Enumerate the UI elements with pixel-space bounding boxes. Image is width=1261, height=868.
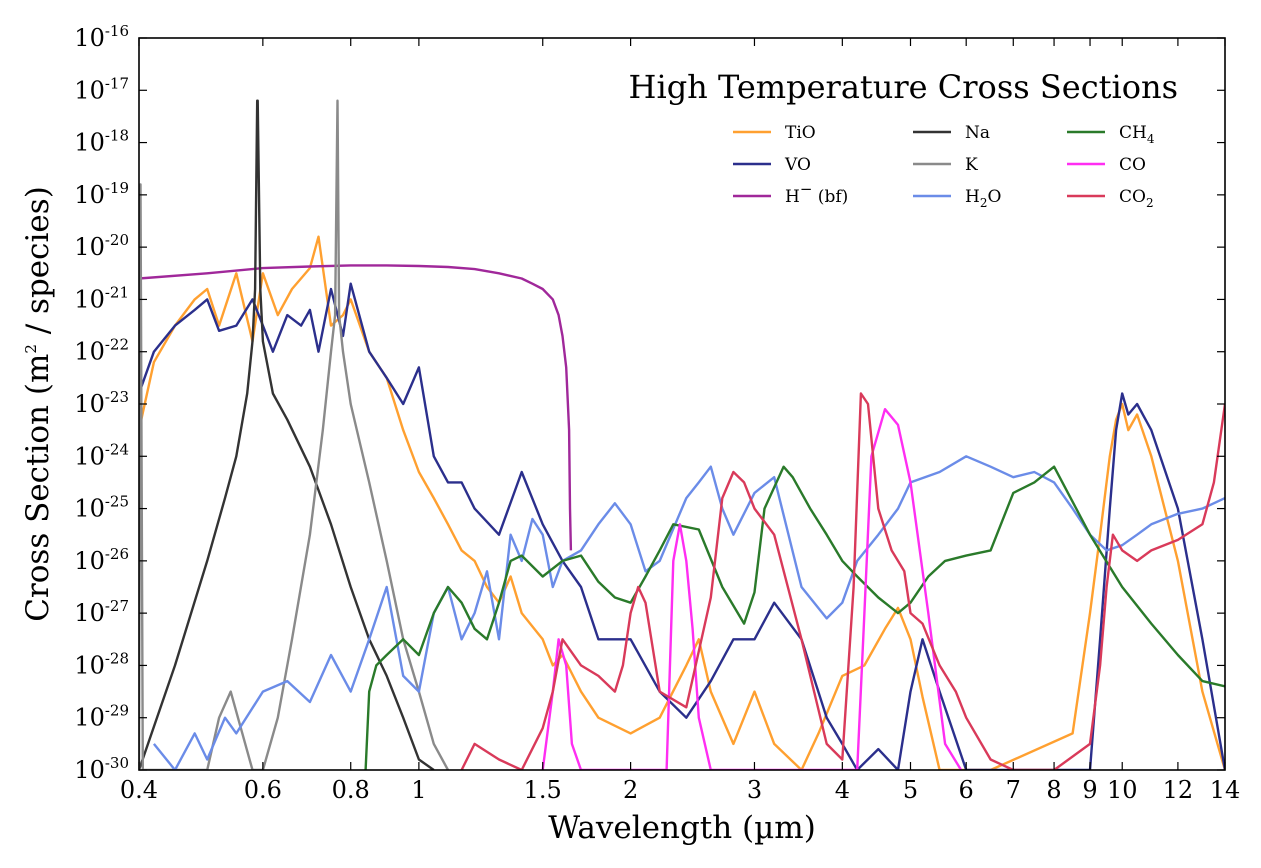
legend-label: H2O xyxy=(965,187,1001,210)
y-tick-label: 10-24 xyxy=(74,440,129,470)
y-tick-label: 10-25 xyxy=(74,493,129,523)
legend-label: H− (bf) xyxy=(785,180,848,207)
x-axis: 0.4 0.6 0.8 1 1.5 2 3 4 5 6 7 8 9 10 12 14 xyxy=(120,38,1240,804)
legend-label: CH4 xyxy=(1119,123,1155,146)
series-line-4 xyxy=(139,99,450,770)
x-tick-label: 4 xyxy=(835,776,850,804)
x-tick-label: 8 xyxy=(1046,776,1061,804)
legend-label: TiO xyxy=(785,123,816,143)
y-tick-label: 10-16 xyxy=(74,22,129,52)
series-line-3 xyxy=(139,99,435,770)
y-axis: 10-30 10-29 10-28 10-27 10-26 10-25 10-24 10-23… xyxy=(74,22,1225,784)
x-tick-label: 3 xyxy=(747,776,762,804)
series-layer xyxy=(139,99,1225,770)
series-line-8 xyxy=(460,392,1225,770)
y-tick-label: 10-29 xyxy=(74,702,129,732)
y-tick-label: 10-26 xyxy=(74,545,129,575)
y-tick-label: 10-17 xyxy=(74,74,129,104)
chart-title: High Temperature Cross Sections xyxy=(629,68,1178,106)
x-tick-label: 14 xyxy=(1210,776,1241,804)
y-tick-label: 10-22 xyxy=(74,336,129,366)
y-tick-label: 10-19 xyxy=(74,179,129,209)
x-tick-label: 0.8 xyxy=(332,776,370,804)
x-tick-label: 0.6 xyxy=(244,776,282,804)
series-line-5 xyxy=(152,455,1225,770)
legend-label: CO xyxy=(1119,155,1146,175)
legend-label: VO xyxy=(784,155,811,175)
y-tick-label: 10-23 xyxy=(74,388,129,418)
x-tick-label: 12 xyxy=(1163,776,1194,804)
series-line-2 xyxy=(139,264,573,551)
y-tick-label: 10-30 xyxy=(74,754,129,784)
legend-label: K xyxy=(965,155,978,175)
x-tick-label: 1 xyxy=(411,776,426,804)
y-tick-label: 10-28 xyxy=(74,649,129,679)
x-tick-label: 1.5 xyxy=(524,776,562,804)
x-tick-label: 10 xyxy=(1107,776,1138,804)
series-line-1 xyxy=(139,282,1225,770)
plot-area xyxy=(139,38,1225,770)
x-tick-label: 0.4 xyxy=(120,776,158,804)
y-tick-label: 10-27 xyxy=(74,597,129,627)
series-line-6 xyxy=(364,465,1225,770)
series-line-0 xyxy=(139,235,1225,770)
legend: TiO VO H− (bf) Na K H2O CH4 CO CO2 xyxy=(733,123,1155,210)
x-tick-label: 5 xyxy=(903,776,918,804)
x-tick-label: 6 xyxy=(959,776,974,804)
x-tick-label: 2 xyxy=(623,776,638,804)
x-tick-label: 7 xyxy=(1006,776,1021,804)
y-tick-label: 10-18 xyxy=(74,127,129,157)
legend-label: CO2 xyxy=(1119,187,1154,210)
legend-label: Na xyxy=(965,123,990,143)
y-tick-label: 10-20 xyxy=(74,231,129,261)
x-tick-label: 9 xyxy=(1082,776,1097,804)
x-axis-label: Wavelength (µm) xyxy=(548,810,816,846)
y-tick-label: 10-21 xyxy=(74,283,129,313)
y-axis-label: Cross Section (m2 / species) xyxy=(20,186,56,622)
series-line-7 xyxy=(541,408,963,770)
